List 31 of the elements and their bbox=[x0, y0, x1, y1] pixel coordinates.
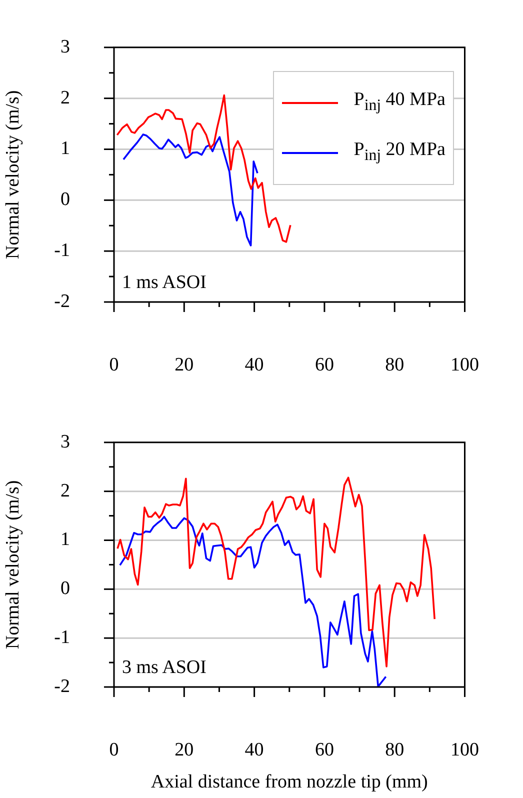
y-tick-label: 1 bbox=[60, 138, 70, 160]
y-tick-label: 2 bbox=[60, 480, 70, 502]
x-tick-label: 100 bbox=[450, 354, 479, 376]
x-tick-label: 40 bbox=[244, 739, 264, 760]
y-tick-label: 0 bbox=[60, 578, 70, 600]
y-tick-label: -2 bbox=[54, 290, 70, 312]
x-tick-label: 60 bbox=[314, 739, 334, 760]
annotation: 3 ms ASOI bbox=[122, 657, 206, 679]
legend-label: P$_{inj}$ 40 MPa bbox=[354, 88, 446, 116]
x-tick-label: 0 bbox=[109, 739, 119, 760]
y-tick-label: 2 bbox=[60, 87, 70, 108]
x-tick-label: 0 bbox=[109, 354, 119, 376]
y-axis-title: Normal velocity (m/s) bbox=[2, 90, 24, 260]
x-tick-label: 40 bbox=[244, 354, 264, 376]
y-tick-label: -1 bbox=[54, 240, 70, 262]
y-tick-label: 0 bbox=[60, 189, 70, 210]
y-tick-label: 3 bbox=[60, 431, 70, 452]
x-tick-label: 20 bbox=[174, 354, 194, 376]
annotation: 1 ms ASOI bbox=[122, 272, 206, 294]
x-axis-title: Axial distance from nozzle tip (mm) bbox=[150, 772, 428, 793]
x-tick-label: 100 bbox=[450, 739, 479, 760]
y-tick-label: -2 bbox=[54, 676, 70, 697]
x-tick-label: 80 bbox=[385, 739, 404, 760]
x-tick-label: 80 bbox=[385, 354, 404, 376]
x-tick-label: 60 bbox=[314, 354, 334, 376]
y-tick-label: 3 bbox=[60, 36, 70, 58]
y-axis-title: Normal velocity (m/s) bbox=[2, 480, 24, 650]
legend-label: P$_{inj}$ 20 MPa bbox=[354, 138, 446, 166]
y-tick-label: -1 bbox=[54, 627, 70, 648]
y-tick-label: 1 bbox=[60, 529, 70, 550]
x-tick-label: 20 bbox=[174, 739, 194, 760]
